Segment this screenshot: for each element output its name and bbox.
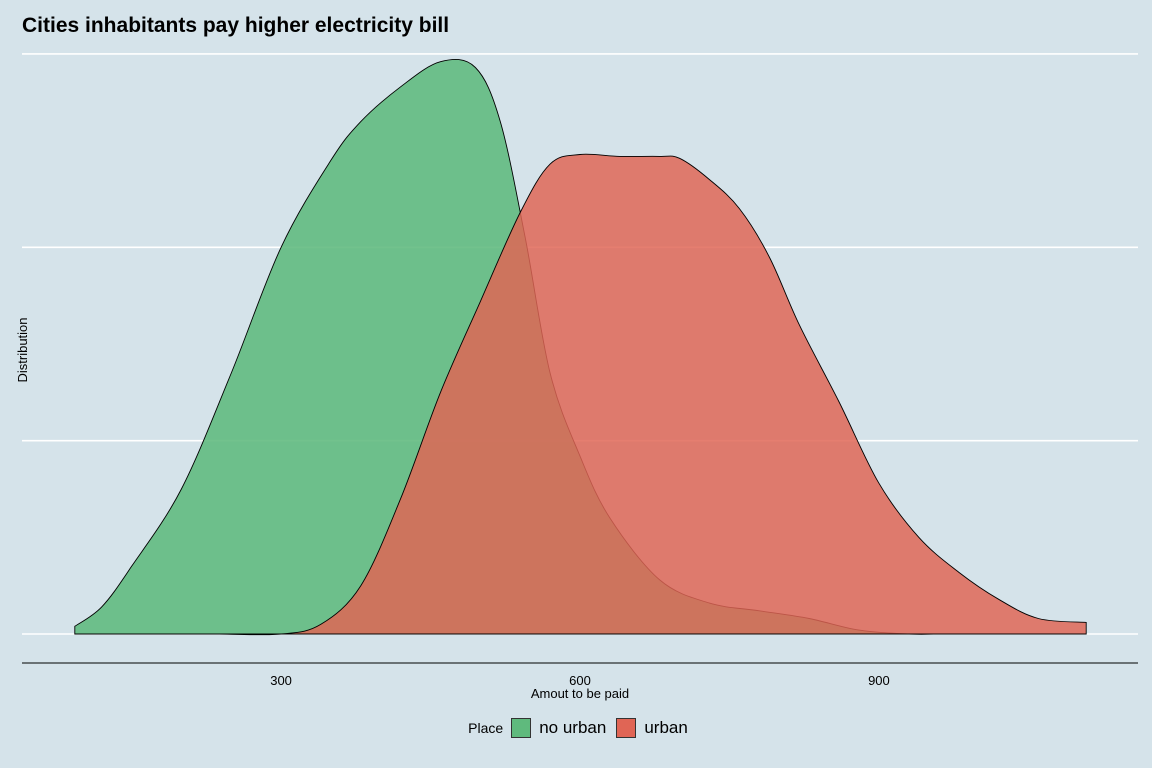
- legend-label-no-urban: no urban: [539, 718, 607, 737]
- legend-swatch-urban: [616, 718, 637, 738]
- legend-swatch-no-urban: [511, 718, 532, 738]
- x-tick-label: 300: [270, 673, 292, 688]
- chart-title: Cities inhabitants pay higher electricit…: [22, 14, 450, 37]
- legend-item-urban: urban: [616, 718, 688, 738]
- x-tick-labels: 300 600 900: [270, 673, 890, 688]
- density-area-urban: [219, 153, 1087, 636]
- x-axis-label: Amout to be paid: [531, 686, 629, 701]
- y-axis-label: Distribution: [15, 317, 30, 382]
- legend-label-urban: urban: [644, 718, 688, 737]
- density-areas: [74, 58, 1087, 636]
- x-tick-label: 900: [868, 673, 890, 688]
- legend-title: Place: [468, 720, 504, 736]
- legend-item-no-urban: no urban: [511, 718, 606, 738]
- legend: Place no urban urban: [0, 718, 1152, 738]
- x-tick-label: 600: [569, 673, 591, 688]
